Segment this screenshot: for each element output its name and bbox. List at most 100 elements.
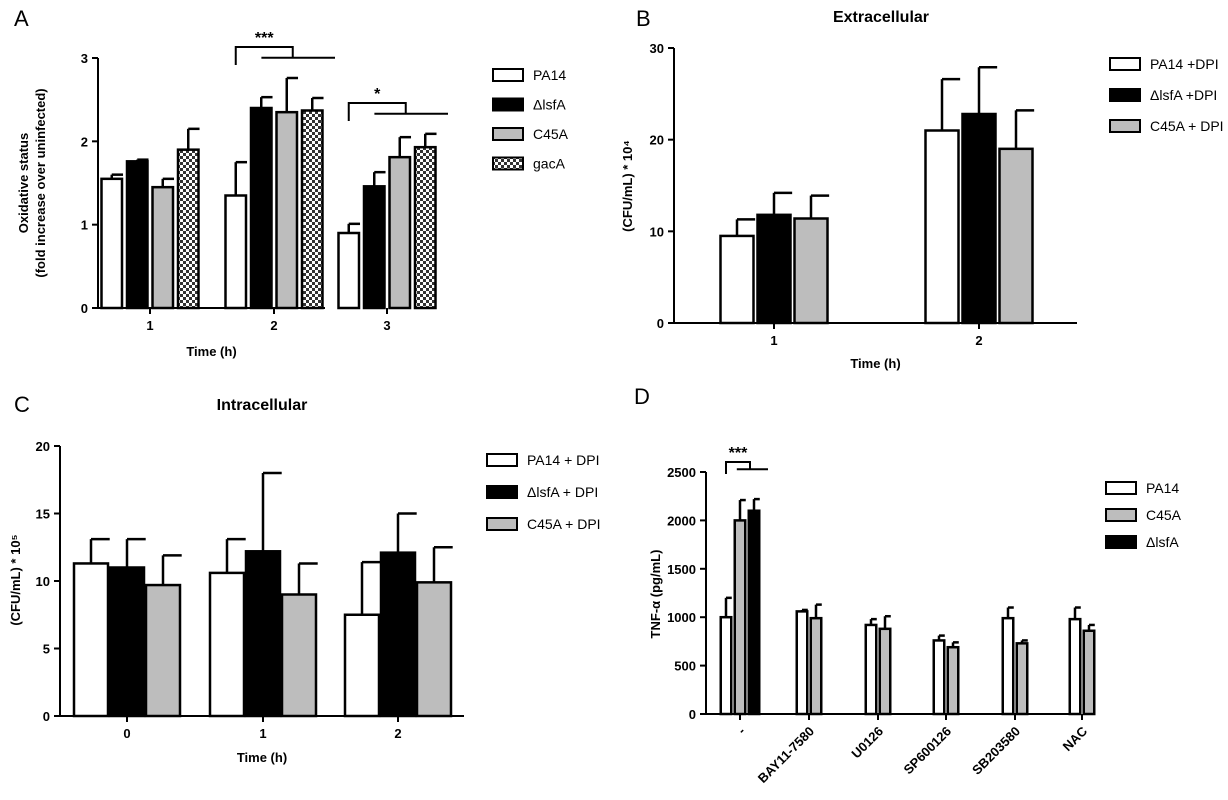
x-tick-label: 1: [146, 318, 153, 333]
bar: [379, 551, 417, 718]
x-tick-label: 0: [123, 726, 130, 741]
bar: [343, 613, 381, 718]
panel-a: A 0 1 2 3 Oxidative status (fold increase over…: [14, 6, 569, 359]
panel-title: Intracellular: [217, 397, 308, 414]
legend-label: ΔlsfA + DPI: [527, 484, 598, 500]
legend-swatch: [1109, 57, 1141, 71]
x-tick-label: 2: [975, 333, 982, 348]
x-tick-label: BAY11-7580: [755, 724, 817, 786]
bar: [108, 566, 146, 718]
x-axis-label: Time (h): [186, 344, 236, 359]
bar: [300, 109, 324, 310]
legend-label: C45A + DPI: [1150, 118, 1224, 134]
y-tick-label: 1500: [667, 562, 696, 577]
bar: [756, 213, 792, 325]
x-tick-label: SB203580: [969, 724, 1023, 778]
legend-swatch: [1105, 481, 1137, 495]
legend-swatch: [486, 517, 518, 531]
bar: [176, 148, 200, 310]
bar: [747, 509, 761, 716]
y-tick-label: 0: [43, 709, 50, 724]
x-tick-label: -: [734, 724, 748, 738]
legend-swatch: [492, 97, 524, 112]
y-tick-label: 20: [36, 439, 50, 454]
bar: [125, 160, 149, 310]
bar: [795, 610, 809, 716]
panel-letter: C: [14, 392, 30, 417]
bar: [362, 185, 386, 310]
bar: [100, 177, 124, 310]
y-tick-label: 5: [43, 642, 50, 657]
bar: [275, 110, 299, 310]
x-tick-label: 2: [394, 726, 401, 741]
y-tick-label: 2000: [667, 513, 696, 528]
bar: [961, 112, 997, 325]
significance-bracket: [725, 461, 751, 474]
legend-swatch: [1105, 535, 1137, 549]
panel-title: Extracellular: [833, 9, 929, 26]
panel-c: C Intracellular 0 5 10 15 20 (CFU/mL) * 10⁵ 0 1 2 T…: [8, 392, 601, 765]
bar: [719, 234, 755, 325]
legend-label: PA14: [533, 67, 566, 83]
legend-swatch: [486, 485, 518, 499]
panel-b: B Extracellular 0 10 20 30 (CFU/mL) * 10⁴ 1 2 Tim…: [620, 6, 1224, 371]
panel-letter: A: [14, 6, 29, 31]
y-tick-label: 0: [657, 316, 664, 331]
bar: [337, 231, 361, 310]
legend-swatch: [486, 453, 518, 467]
y-tick-label: 10: [650, 224, 664, 239]
panel-d: D 0 500 1000 1500 2000 2500 TNF-α (pg/mL) - BAY11…: [634, 384, 1182, 786]
y-axis-label: TNF-α (pg/mL): [648, 550, 663, 639]
bar: [1015, 642, 1029, 716]
bar: [932, 639, 946, 716]
bar: [244, 550, 282, 718]
y-tick-label: 3: [81, 51, 88, 66]
y-axis-label: (CFU/mL) * 10⁴: [620, 140, 635, 232]
legend-label: PA14 + DPI: [527, 452, 600, 468]
bar: [388, 155, 412, 310]
x-axis-label: Time (h): [237, 750, 287, 765]
bar: [1001, 616, 1015, 716]
panel-letter: D: [634, 384, 650, 409]
significance-bracket: [347, 102, 407, 121]
x-tick-label: 1: [259, 726, 266, 741]
x-tick-label: 3: [383, 318, 390, 333]
legend-swatch: [492, 68, 524, 82]
bar: [208, 571, 246, 718]
bar: [1068, 617, 1082, 716]
y-tick-label: 500: [674, 659, 696, 674]
x-tick-label: NAC: [1060, 723, 1091, 754]
legend-swatch: [492, 127, 524, 141]
significance-label: ***: [255, 30, 274, 47]
x-tick-label: SP600126: [901, 724, 955, 778]
bar: [719, 615, 733, 716]
bar: [924, 129, 960, 325]
y-tick-label: 20: [650, 133, 664, 148]
legend-label: gacA: [533, 156, 566, 172]
legend-label: ΔlsfA +DPI: [1150, 87, 1217, 103]
bar: [864, 623, 878, 716]
bar: [249, 106, 273, 310]
legend-swatch: [1109, 119, 1141, 133]
bar: [809, 616, 823, 716]
bar: [793, 217, 829, 325]
bar: [998, 147, 1034, 325]
bar: [224, 194, 248, 310]
bar: [878, 627, 892, 716]
legend-label: C45A: [533, 126, 569, 142]
legend-label: C45A + DPI: [527, 516, 601, 532]
significance-label: ***: [729, 445, 748, 462]
y-tick-label: 1: [81, 218, 88, 233]
legend-label: PA14: [1146, 480, 1179, 496]
y-tick-label: 30: [650, 41, 664, 56]
y-tick-label: 0: [81, 301, 88, 316]
legend-label: PA14 +DPI: [1150, 56, 1219, 72]
x-tick-label: 1: [770, 333, 777, 348]
bar: [1082, 629, 1096, 716]
x-tick-label: U0126: [848, 724, 886, 762]
legend-swatch: [1109, 88, 1141, 102]
legend-swatch: [1105, 508, 1137, 522]
bar: [733, 519, 747, 716]
legend-label: C45A: [1146, 507, 1182, 523]
